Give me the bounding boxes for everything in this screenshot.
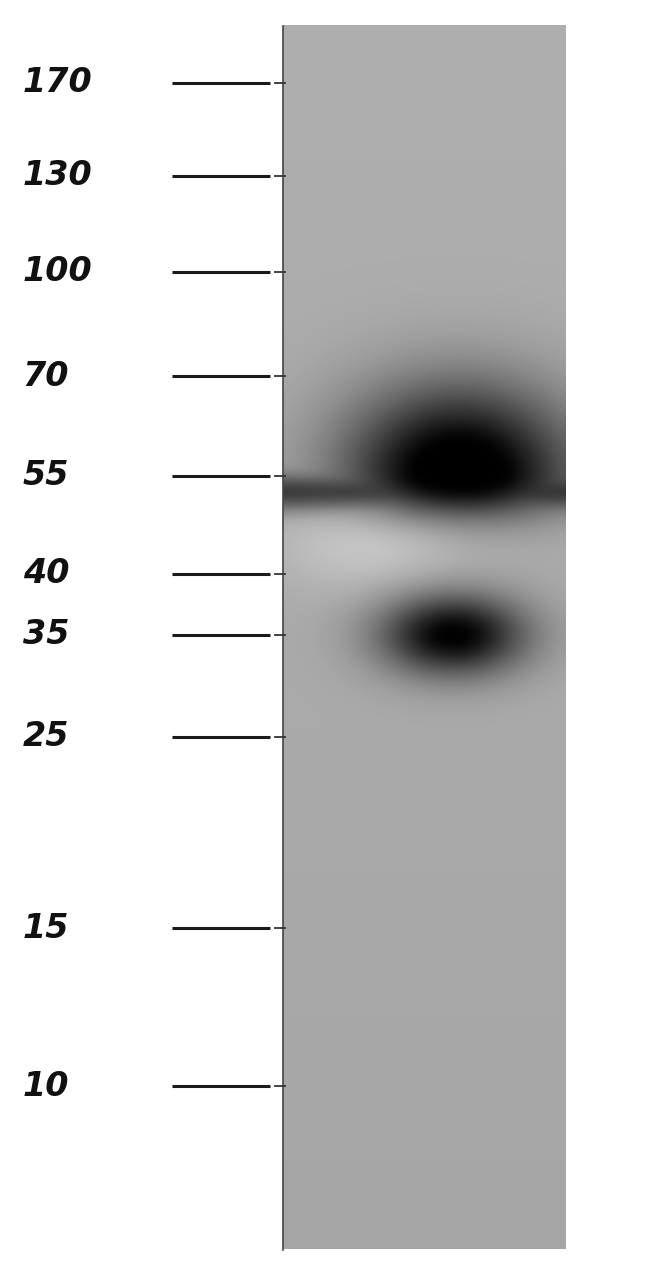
Text: 25: 25 (23, 720, 70, 754)
Text: 70: 70 (23, 360, 70, 393)
Text: 55: 55 (23, 459, 70, 492)
Text: 130: 130 (23, 159, 92, 193)
Text: 10: 10 (23, 1070, 70, 1103)
Text: 170: 170 (23, 66, 92, 99)
Text: 40: 40 (23, 557, 70, 590)
Text: 15: 15 (23, 912, 70, 945)
Text: 100: 100 (23, 255, 92, 288)
Text: 35: 35 (23, 618, 70, 652)
